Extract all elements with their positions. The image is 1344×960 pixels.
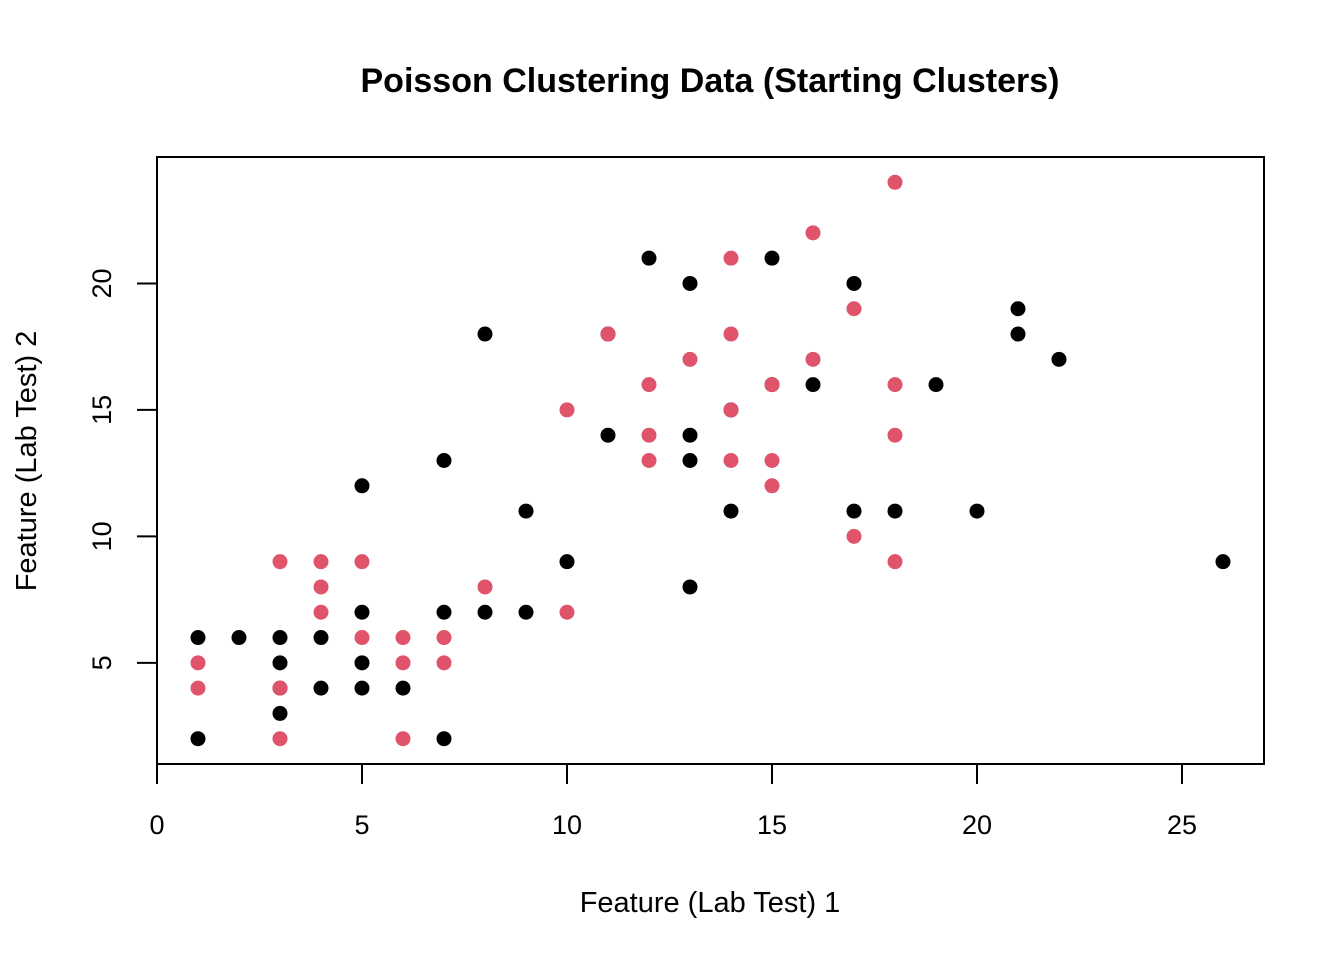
data-point-cluster-1	[354, 680, 370, 696]
data-point-cluster-2	[805, 351, 821, 367]
data-point-cluster-2	[272, 731, 288, 747]
data-point-cluster-1	[1010, 301, 1026, 317]
x-axis-label: Feature (Lab Test) 1	[580, 887, 841, 919]
data-point-cluster-2	[559, 402, 575, 418]
data-point-cluster-1	[846, 275, 862, 291]
data-point-cluster-2	[313, 554, 329, 570]
y-tick-label: 5	[87, 655, 117, 670]
data-point-cluster-2	[436, 630, 452, 646]
data-point-cluster-2	[764, 377, 780, 393]
data-point-cluster-1	[723, 503, 739, 519]
data-point-cluster-1	[846, 503, 862, 519]
data-point-cluster-1	[436, 453, 452, 468]
data-point-cluster-1	[313, 680, 329, 696]
data-point-cluster-2	[395, 731, 411, 747]
data-point-cluster-2	[477, 579, 493, 595]
x-axis: 0 5 10 15 20 25	[149, 763, 1197, 840]
x-tick-label: 15	[757, 810, 787, 840]
data-point-cluster-1	[518, 604, 534, 620]
data-point-cluster-2	[887, 377, 903, 393]
data-point-cluster-1	[190, 731, 206, 747]
data-point-cluster-2	[190, 680, 206, 696]
data-point-cluster-2	[190, 655, 206, 671]
data-point-cluster-2	[395, 655, 411, 671]
data-point-cluster-1	[969, 503, 985, 519]
x-tick-label: 10	[552, 810, 582, 840]
data-point-cluster-2	[723, 402, 739, 418]
plot-frame	[156, 156, 1265, 765]
data-point-cluster-2	[436, 655, 452, 671]
data-point-cluster-1	[190, 630, 206, 646]
data-point-cluster-1	[518, 503, 534, 519]
y-tick-label: 15	[87, 395, 117, 425]
data-point-cluster-1	[477, 326, 493, 342]
data-point-cluster-1	[395, 680, 411, 696]
data-point-cluster-2	[600, 326, 616, 342]
data-point-cluster-1	[354, 604, 370, 620]
data-point-cluster-2	[559, 604, 575, 620]
data-point-cluster-2	[723, 326, 739, 342]
data-point-cluster-2	[723, 453, 739, 468]
data-point-cluster-2	[723, 250, 739, 266]
data-point-cluster-2	[846, 301, 862, 317]
data-points	[190, 174, 1231, 747]
data-point-cluster-2	[846, 528, 862, 544]
data-point-cluster-1	[272, 655, 288, 671]
data-point-cluster-2	[682, 351, 698, 367]
data-point-cluster-1	[887, 503, 903, 519]
data-point-cluster-2	[641, 427, 657, 443]
data-point-cluster-2	[313, 579, 329, 595]
data-point-cluster-2	[887, 427, 903, 443]
data-point-cluster-1	[600, 427, 616, 443]
data-point-cluster-2	[272, 554, 288, 570]
data-point-cluster-1	[436, 731, 452, 747]
data-point-cluster-1	[682, 427, 698, 443]
data-point-cluster-1	[1010, 326, 1026, 342]
data-point-cluster-1	[1051, 351, 1067, 367]
data-point-cluster-1	[313, 630, 329, 646]
data-point-cluster-1	[641, 250, 657, 266]
data-point-cluster-2	[641, 377, 657, 393]
data-point-cluster-1	[354, 655, 370, 671]
data-point-cluster-1	[682, 275, 698, 291]
x-tick-label: 5	[354, 810, 369, 840]
data-point-cluster-2	[764, 478, 780, 494]
data-point-cluster-1	[1215, 554, 1231, 570]
x-tick-label: 25	[1167, 810, 1197, 840]
data-point-cluster-1	[477, 604, 493, 620]
x-tick-label: 0	[149, 810, 164, 840]
chart-title: Poisson Clustering Data (Starting Cluste…	[361, 62, 1060, 100]
data-point-cluster-2	[887, 174, 903, 190]
data-point-cluster-1	[928, 377, 944, 393]
data-point-cluster-2	[764, 453, 780, 468]
data-point-cluster-2	[395, 630, 411, 646]
y-tick-label: 20	[87, 268, 117, 298]
data-point-cluster-1	[272, 630, 288, 646]
y-axis: 5 10 15 20	[87, 268, 158, 670]
data-point-cluster-2	[354, 630, 370, 646]
data-point-cluster-1	[354, 478, 370, 494]
y-tick-label: 10	[87, 521, 117, 551]
y-axis-label: Feature (Lab Test) 2	[11, 331, 43, 592]
data-point-cluster-2	[354, 554, 370, 570]
data-point-cluster-2	[887, 554, 903, 570]
data-point-cluster-1	[272, 705, 288, 721]
data-point-cluster-2	[272, 680, 288, 696]
data-point-cluster-2	[805, 225, 821, 241]
data-point-cluster-1	[436, 604, 452, 620]
x-tick-label: 20	[962, 810, 992, 840]
data-point-cluster-1	[682, 579, 698, 595]
data-point-cluster-1	[764, 250, 780, 266]
data-point-cluster-1	[231, 630, 247, 646]
data-point-cluster-1	[559, 554, 575, 570]
data-point-cluster-1	[682, 453, 698, 468]
data-point-cluster-2	[313, 604, 329, 620]
data-point-cluster-1	[805, 377, 821, 393]
data-point-cluster-2	[641, 453, 657, 468]
